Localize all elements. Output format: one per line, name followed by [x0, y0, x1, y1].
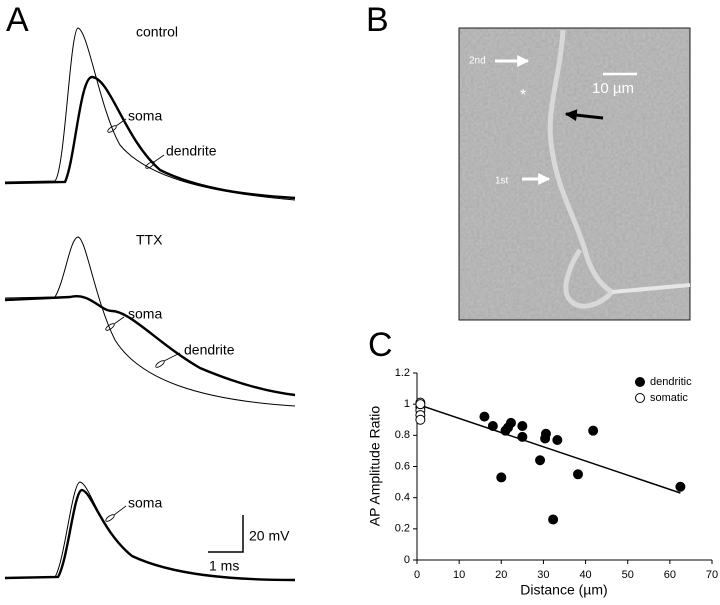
- scale-label: 1 ms: [209, 558, 239, 574]
- dendrite-image: [547, 29, 616, 309]
- point: [517, 420, 528, 431]
- x-tick-label: 40: [579, 569, 591, 581]
- pointer: [115, 118, 127, 127]
- y-tick-label: 0.8: [395, 429, 410, 441]
- point: [415, 399, 426, 410]
- point: [487, 420, 498, 431]
- x-tick-label: 60: [664, 569, 676, 581]
- asterisk: *: [520, 87, 526, 104]
- trace-annotation: soma: [128, 495, 162, 511]
- point: [535, 455, 546, 466]
- pointer: [105, 514, 115, 522]
- point: [479, 411, 490, 422]
- trace-group: TTX soma dendrite: [4, 232, 296, 407]
- point: [496, 472, 507, 483]
- trace-annotation: dendrite: [166, 143, 217, 159]
- trace-group: soma 20 mV 1 ms: [4, 481, 296, 582]
- point: [517, 431, 528, 442]
- micrograph: 2nd 1st * 10 µm: [458, 27, 691, 321]
- trace-group: control soma dendrite: [4, 24, 296, 201]
- dendrite-trace: [4, 488, 296, 582]
- dendrite-trace: [4, 294, 296, 397]
- trend-line: [416, 403, 681, 494]
- x-tick-label: 30: [537, 569, 549, 581]
- legend-label: somatic: [650, 392, 688, 404]
- trace-annotation: dendrite: [184, 342, 235, 358]
- image-label: 2nd: [469, 56, 486, 67]
- trace-annotation: soma: [128, 306, 162, 322]
- x-axis-label: Distance (µm): [520, 582, 607, 598]
- point: [675, 481, 686, 492]
- point: [415, 414, 426, 425]
- image-texture: [460, 29, 689, 319]
- trace-label: TTX: [136, 232, 163, 248]
- y-tick-label: 1: [404, 398, 410, 410]
- scale-bar: [208, 515, 244, 553]
- legend-label: dendritic: [650, 376, 692, 388]
- point: [572, 469, 583, 480]
- point: [500, 425, 511, 436]
- scatter-chart: AP Amplitude Ratio Distance (µm) 0 0.2 0.4…: [367, 367, 718, 598]
- point: [548, 514, 559, 525]
- pointer: [163, 352, 181, 362]
- y-tick-label: 1.2: [395, 367, 410, 379]
- point: [540, 433, 551, 444]
- legend-marker: [635, 393, 645, 403]
- point: [552, 435, 563, 446]
- x-tick-label: 0: [414, 569, 420, 581]
- panel-label: A: [6, 1, 29, 39]
- trace-label: control: [136, 24, 178, 40]
- legend-marker: [635, 377, 645, 387]
- x-tick-label: 50: [622, 569, 634, 581]
- panel-label: B: [366, 1, 389, 39]
- y-tick-label: 0.2: [395, 523, 410, 535]
- soma-trace: [4, 27, 296, 201]
- point: [588, 425, 599, 436]
- point: [505, 417, 516, 428]
- panel-label: C: [368, 326, 393, 364]
- image-label: 1st: [495, 176, 509, 187]
- dendrite-trace: [4, 75, 296, 200]
- x-tick-label: 70: [706, 569, 718, 581]
- pointer: [113, 505, 127, 516]
- scale-label: 10 µm: [592, 80, 634, 97]
- y-tick-label: 0.6: [395, 460, 410, 472]
- y-axis-label: AP Amplitude Ratio: [367, 406, 383, 527]
- pipette: [611, 283, 691, 294]
- scale-label: 20 mV: [249, 528, 290, 544]
- soma-trace: [4, 236, 296, 407]
- trace-annotation: soma: [128, 108, 162, 124]
- y-tick-label: 0: [404, 554, 410, 566]
- y-tick-label: 0.4: [395, 492, 410, 504]
- pointer: [153, 154, 165, 163]
- pointer: [113, 316, 125, 325]
- pointer: [155, 360, 165, 368]
- x-tick-label: 10: [453, 569, 465, 581]
- x-tick-label: 20: [495, 569, 507, 581]
- arrow: [564, 109, 604, 122]
